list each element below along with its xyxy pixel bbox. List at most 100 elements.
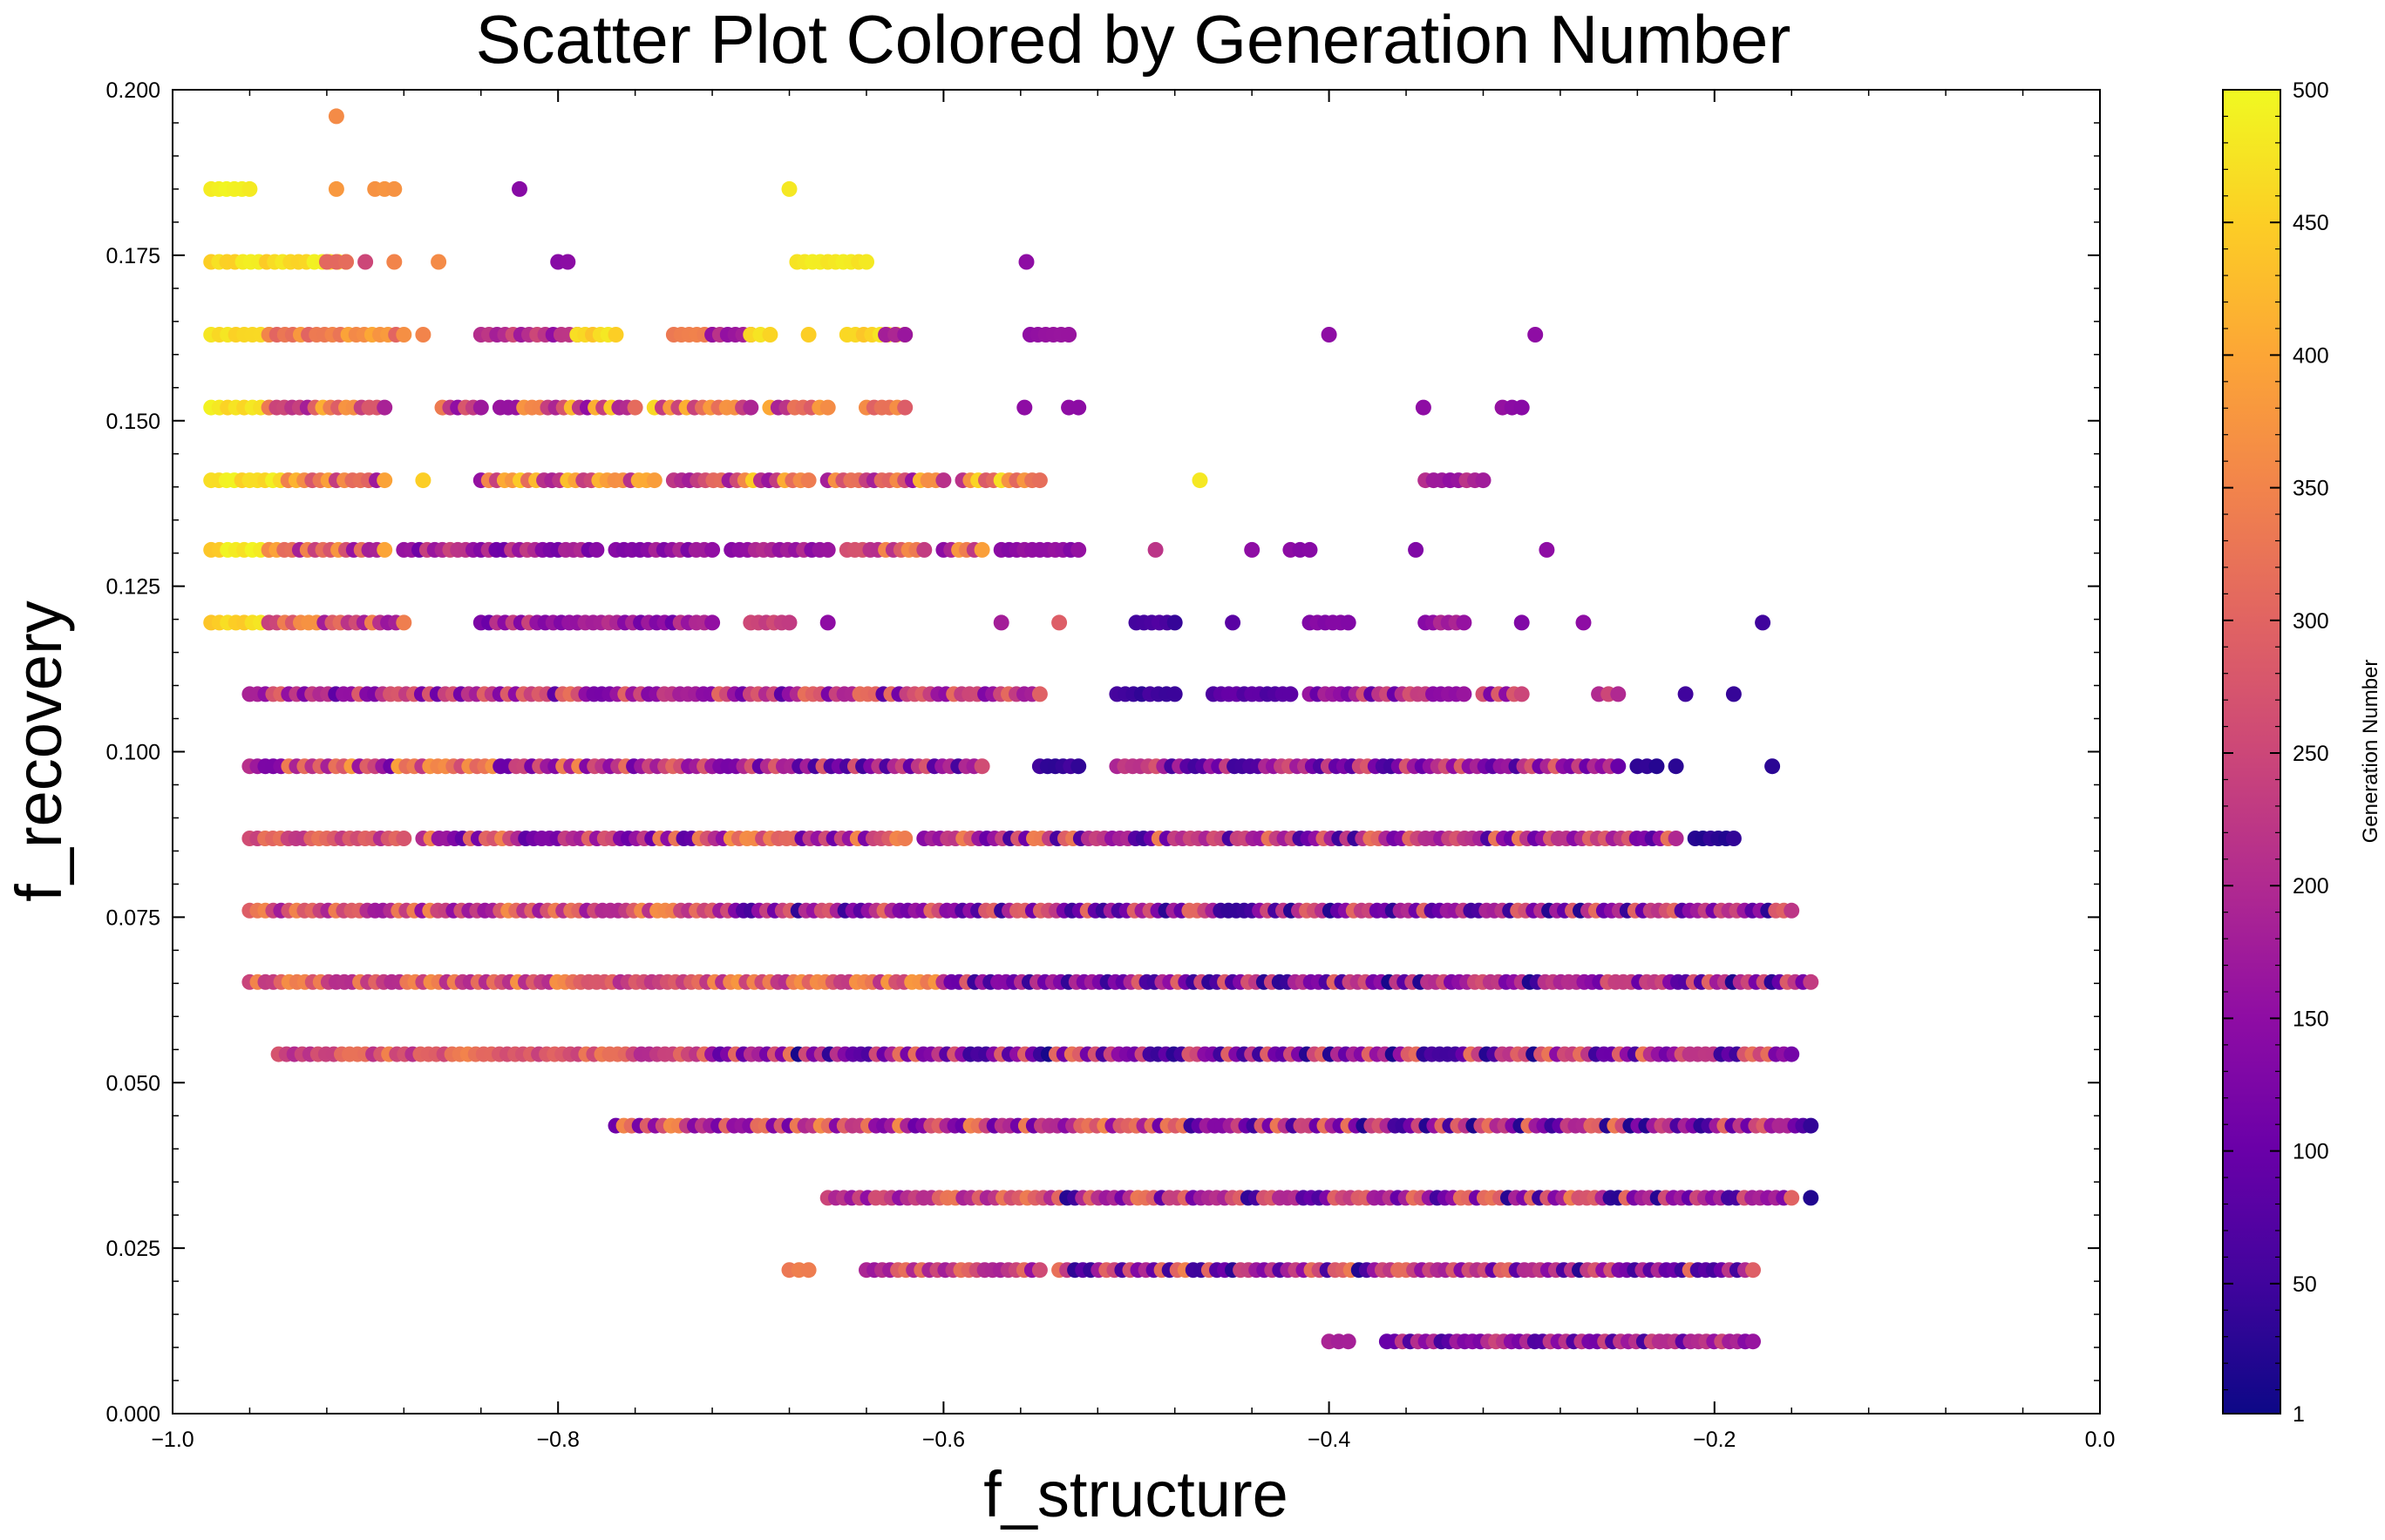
scatter-point <box>1725 686 1742 702</box>
scatter-point <box>357 254 374 270</box>
x-tick-label: −0.8 <box>537 1428 580 1452</box>
scatter-point <box>897 831 914 846</box>
scatter-point <box>1610 686 1627 702</box>
scatter-point <box>328 108 344 125</box>
scatter-point <box>1031 1262 1048 1279</box>
scatter-point <box>1340 614 1356 631</box>
scatter-point <box>1610 758 1627 775</box>
scatter-point <box>1745 1262 1761 1279</box>
scatter-point <box>800 1262 817 1279</box>
scatter-point <box>1051 614 1068 631</box>
scatter-point <box>328 180 344 197</box>
scatter-point <box>1539 541 1555 558</box>
scatter-point <box>1456 686 1472 702</box>
scatter-point <box>1803 1190 1819 1206</box>
scatter-point <box>560 254 576 270</box>
colorbar-tick-label: 300 <box>2293 609 2329 634</box>
scatter-point <box>386 254 403 270</box>
scatter-point <box>1321 327 1337 343</box>
y-tick-label: 0.175 <box>105 244 160 268</box>
scatter-point <box>1513 399 1530 416</box>
x-tick-label: −0.2 <box>1693 1428 1736 1452</box>
scatter-point <box>1070 541 1087 558</box>
scatter-point <box>819 399 836 416</box>
scatter-point <box>1575 614 1592 631</box>
scatter-point <box>1784 1190 1800 1206</box>
y-tick-label: 0.075 <box>105 906 160 930</box>
x-axis-title: f_structure <box>983 1458 1288 1530</box>
scatter-point <box>781 614 798 631</box>
scatter-point <box>743 399 759 416</box>
scatter-point <box>377 399 393 416</box>
scatter-point <box>1745 1333 1761 1350</box>
scatter-point <box>819 614 836 631</box>
y-tick-label: 0.200 <box>105 78 160 103</box>
scatter-point <box>415 472 431 489</box>
colorbar-tick-label: 350 <box>2293 477 2329 501</box>
scatter-point <box>1784 1046 1800 1062</box>
x-tick-label: 0.0 <box>2085 1428 2116 1452</box>
scatter-point <box>396 614 412 631</box>
colorbar-tick-label: 400 <box>2293 343 2329 368</box>
scatter-point <box>1061 327 1077 343</box>
scatter-point <box>993 614 1009 631</box>
scatter-point <box>415 327 431 343</box>
scatter-point <box>819 541 836 558</box>
scatter-point <box>431 254 447 270</box>
x-tick-label: −1.0 <box>151 1428 194 1452</box>
scatter-point <box>800 327 817 343</box>
scatter-point <box>1301 541 1318 558</box>
scatter-point <box>1513 614 1530 631</box>
scatter-point <box>1147 541 1164 558</box>
y-axis-title: f_recovery <box>3 600 75 901</box>
scatter-point <box>781 180 798 197</box>
y-tick-label: 0.050 <box>105 1071 160 1096</box>
scatter-point <box>627 399 643 416</box>
colorbar-tick-label: 450 <box>2293 211 2329 235</box>
scatter-point <box>762 327 778 343</box>
scatter-point <box>1513 686 1530 702</box>
scatter-point <box>1408 541 1424 558</box>
colorbar-tick-label: 1 <box>2293 1402 2305 1427</box>
scatter-point <box>1764 758 1781 775</box>
scatter-point <box>608 327 624 343</box>
scatter-point <box>897 327 914 343</box>
scatter-point <box>916 541 933 558</box>
scatter-point <box>1192 472 1208 489</box>
scatter-point <box>1803 974 1819 990</box>
scatter-points <box>203 108 1819 1350</box>
scatter-point <box>704 541 721 558</box>
chart-title: Scatter Plot Colored by Generation Numbe… <box>476 1 1791 78</box>
scatter-point <box>646 472 662 489</box>
scatter-point <box>1340 1333 1356 1350</box>
y-axis: 0.000 0.025 0.050 0.075 0.100 0.125 0.150 0.175… <box>105 78 2100 1427</box>
plot-frame <box>172 89 2101 1414</box>
scatter-point <box>859 254 874 270</box>
scatter-point <box>1016 399 1033 416</box>
y-tick-label: 0.025 <box>105 1237 160 1261</box>
scatter-point <box>1668 758 1684 775</box>
colorbar-tick-label: 200 <box>2293 874 2329 899</box>
scatter-point <box>974 541 990 558</box>
scatter-point <box>1668 831 1684 846</box>
scatter-point <box>1244 541 1260 558</box>
x-tick-label: −0.4 <box>1308 1428 1350 1452</box>
scatter-point <box>1456 614 1472 631</box>
scatter-point <box>800 472 817 489</box>
scatter-point <box>1166 686 1183 702</box>
colorbar-tick-label: 50 <box>2293 1272 2317 1297</box>
scatter-point <box>472 399 489 416</box>
scatter-point <box>1282 686 1299 702</box>
scatter-point <box>588 541 605 558</box>
scatter-point <box>1031 472 1048 489</box>
scatter-point <box>377 472 393 489</box>
scatter-point <box>1755 614 1771 631</box>
colorbar-title: Generation Number <box>2359 660 2382 844</box>
scatter-point <box>512 180 527 197</box>
scatter-point <box>897 399 914 416</box>
scatter-point <box>1677 686 1694 702</box>
scatter-point <box>1784 902 1800 919</box>
scatter-point <box>974 758 990 775</box>
